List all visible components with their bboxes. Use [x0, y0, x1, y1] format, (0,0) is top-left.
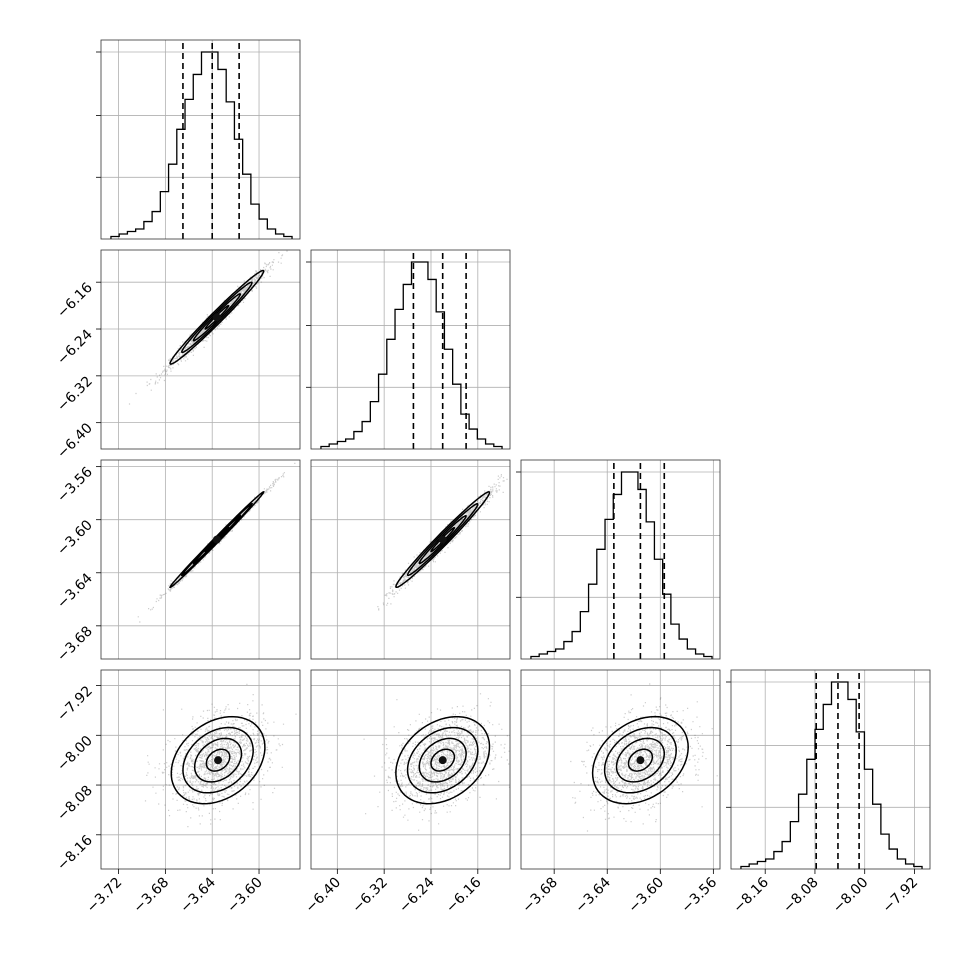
histogram-p3 [530, 471, 713, 659]
panel-frame [310, 669, 511, 870]
x-tick-label: −6.32 [349, 875, 391, 917]
scatter-points [570, 683, 718, 832]
panel-frame [520, 459, 721, 660]
panel-frame [520, 669, 721, 870]
x-tick-label: −3.56 [679, 874, 721, 916]
y-tick-label: −8.00 [54, 733, 96, 775]
contour-level-1 [204, 526, 230, 553]
panel-frame [100, 669, 301, 870]
panel-2d-p2-p3 [310, 459, 511, 660]
contour-level-4 [591, 715, 689, 805]
contour-level-2 [418, 514, 467, 565]
x-tick-label: −8.00 [830, 875, 872, 917]
panel-2d-p1-p4 [100, 669, 301, 870]
panel-2d-p3-p4 [520, 669, 721, 870]
y-tick-label: −8.08 [54, 783, 96, 825]
density-peak [438, 756, 447, 765]
density-peak [212, 535, 221, 544]
y-tick-label: −6.40 [54, 420, 96, 462]
x-tick-label: −7.92 [880, 875, 922, 917]
density-peak [438, 535, 447, 544]
contour-level-1 [204, 304, 230, 330]
panel-hist-p2 [306, 249, 511, 450]
contour-level-4 [169, 491, 265, 589]
x-tick-label: −3.72 [84, 875, 126, 917]
contour-level-2 [615, 737, 666, 783]
histogram-p1 [110, 51, 293, 239]
x-tick-label: −3.60 [224, 875, 266, 917]
panel-hist-p4 [726, 669, 931, 870]
x-tick-label: −6.16 [443, 874, 485, 916]
y-tick-label: −6.24 [54, 326, 96, 368]
contour-level-2 [418, 737, 467, 783]
y-tick-label: −8.16 [54, 832, 96, 874]
contour-level-1 [627, 748, 654, 772]
contour-level-2 [193, 737, 243, 783]
contour-level-1 [205, 748, 231, 772]
panel-frame [100, 249, 301, 450]
panel-hist-p3 [516, 459, 721, 660]
x-tick-label: −6.40 [303, 875, 345, 917]
panel-frame [100, 459, 301, 660]
contour-level-3 [603, 726, 677, 794]
contour-level-1 [430, 748, 456, 772]
contour-level-3 [182, 726, 254, 794]
x-tick-label: −8.16 [730, 874, 772, 916]
contour-level-3 [406, 503, 479, 577]
y-tick-label: −3.60 [54, 517, 96, 559]
contour-level-1 [430, 526, 456, 553]
panel-frame [310, 249, 511, 450]
scatter-points [144, 683, 297, 828]
panel-frame [310, 459, 511, 660]
x-tick-label: −3.64 [177, 874, 219, 916]
contour-level-2 [192, 293, 242, 342]
contour-level-3 [406, 726, 479, 794]
y-tick-label: −6.32 [54, 373, 96, 415]
contour-level-4 [395, 491, 491, 589]
panel-2d-p2-p4 [310, 669, 511, 870]
panel-2d-p1-p2 [100, 249, 301, 450]
contour-level-3 [181, 503, 254, 577]
panel-2d-p1-p3 [100, 459, 301, 660]
panel-frame [730, 669, 931, 870]
contour-level-4 [169, 269, 265, 365]
contour-level-4 [395, 715, 491, 805]
y-tick-label: −3.56 [54, 464, 96, 506]
histogram-p4 [740, 681, 923, 869]
contour-level-2 [192, 514, 242, 565]
density-peak [214, 756, 223, 765]
y-tick-label: −7.92 [54, 683, 96, 725]
y-tick-label: −3.64 [54, 570, 96, 612]
x-tick-label: −3.64 [572, 874, 614, 916]
x-tick-label: −3.68 [131, 875, 173, 917]
density-peak [212, 313, 221, 322]
contour-level-4 [170, 715, 266, 805]
x-tick-label: −8.08 [780, 875, 822, 917]
histogram-p2 [320, 261, 503, 449]
x-tick-label: −3.68 [519, 875, 561, 917]
x-tick-label: −3.60 [625, 875, 667, 917]
scatter-points [363, 693, 510, 831]
contour-level-3 [181, 281, 253, 354]
x-tick-label: −6.24 [396, 874, 438, 916]
y-tick-label: −3.68 [54, 623, 96, 665]
y-tick-label: −6.16 [54, 280, 96, 322]
panel-frame [100, 39, 301, 240]
panel-hist-p1 [96, 39, 301, 240]
density-peak [636, 756, 645, 765]
